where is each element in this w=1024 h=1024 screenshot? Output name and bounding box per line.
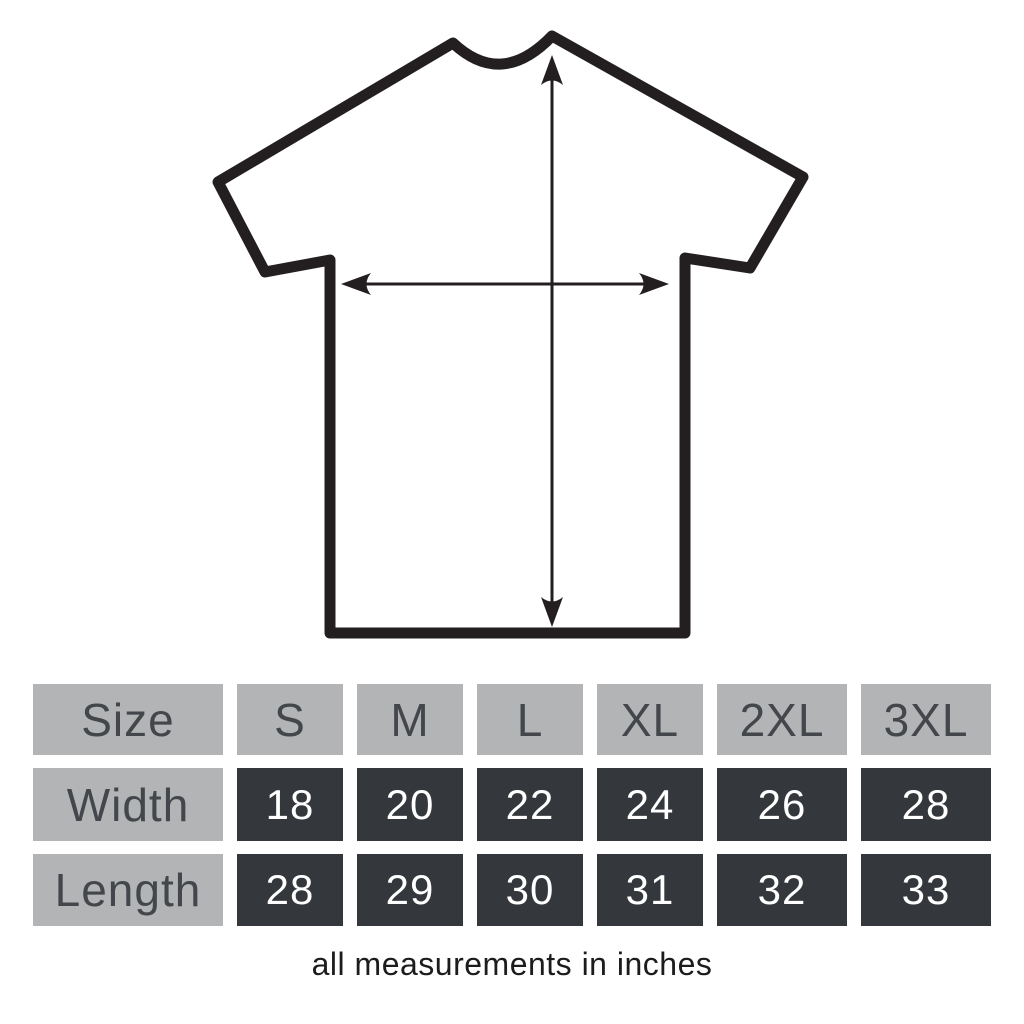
tshirt-outline-icon bbox=[212, 30, 809, 639]
header-cell-s: S bbox=[237, 684, 343, 755]
width-arrow-icon bbox=[341, 273, 669, 295]
width-value-s: 18 bbox=[237, 768, 343, 841]
length-value-m: 29 bbox=[357, 854, 463, 926]
width-value-l: 22 bbox=[477, 768, 583, 841]
length-value-2xl: 32 bbox=[717, 854, 847, 926]
header-cell-m: M bbox=[357, 684, 463, 755]
length-value-3xl: 33 bbox=[861, 854, 991, 926]
length-value-l: 30 bbox=[477, 854, 583, 926]
row-label-width: Width bbox=[33, 768, 223, 841]
header-cell-size: Size bbox=[33, 684, 223, 755]
length-value-s: 28 bbox=[237, 854, 343, 926]
length-value-xl: 31 bbox=[597, 854, 703, 926]
header-cell-l: L bbox=[477, 684, 583, 755]
measurements-caption: all measurements in inches bbox=[311, 946, 713, 982]
row-label-length: Length bbox=[33, 854, 223, 926]
width-value-xl: 24 bbox=[597, 768, 703, 841]
width-value-m: 20 bbox=[357, 768, 463, 841]
length-arrow-icon bbox=[541, 55, 563, 627]
size-table: Size S M L XL 2XL 3XL Width 18 20 22 24 … bbox=[33, 684, 991, 926]
header-cell-3xl: 3XL bbox=[861, 684, 991, 755]
width-value-3xl: 28 bbox=[861, 768, 991, 841]
tshirt-measurement-diagram bbox=[212, 30, 809, 639]
width-value-2xl: 26 bbox=[717, 768, 847, 841]
header-cell-xl: XL bbox=[597, 684, 703, 755]
header-cell-2xl: 2XL bbox=[717, 684, 847, 755]
